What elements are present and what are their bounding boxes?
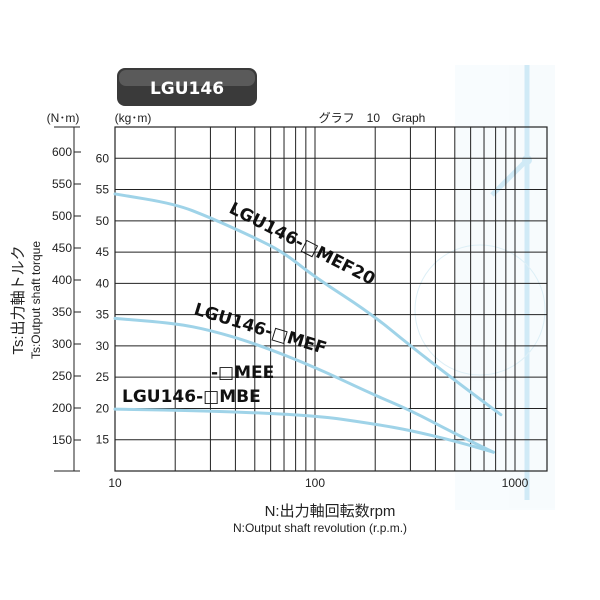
- y-tick-label-kgm: 25: [96, 370, 110, 384]
- y-axis-kgm: 15 20 25 30 35 40 45 50 55 60: [96, 151, 110, 446]
- y-tick-label-kgm: 35: [96, 308, 110, 322]
- curve-label-mef20: LGU146-□MEF20: [226, 199, 379, 290]
- y-tick-label-kgm: 15: [96, 433, 110, 447]
- y-tick-label-kgm: 45: [96, 245, 110, 259]
- y-tick-label-nm: 150: [52, 433, 72, 447]
- series-line-2: [113, 407, 495, 454]
- series-line-0: [113, 192, 503, 417]
- x-tick-label: 100: [305, 476, 325, 490]
- y-tick-label-kgm: 20: [96, 401, 110, 415]
- graph-caption: グラフ 10 Graph: [319, 111, 426, 125]
- curves: [113, 192, 503, 454]
- badge-label: LGU146: [150, 79, 224, 99]
- y-tick-label-nm: 300: [52, 337, 72, 351]
- y-tick-label-nm: 500: [52, 209, 72, 223]
- x-tick-label: 1000: [502, 476, 529, 490]
- y-unit-kgm: (kg･m): [115, 111, 152, 125]
- curve-label-mef: LGU146-□MEF: [192, 300, 329, 359]
- y-tick-label-nm: 200: [52, 401, 72, 415]
- y-tick-label-nm: 250: [52, 369, 72, 383]
- x-axis-title: N:出力軸回転数rpm: [265, 503, 396, 520]
- plot-frame: [114, 126, 548, 472]
- watermark-decoration: [414, 65, 555, 510]
- y-tick-label-kgm: 30: [96, 339, 110, 353]
- y-tick-label-nm: 550: [52, 177, 72, 191]
- y-axis-title-en: Ts:Output shaft torque: [29, 241, 43, 359]
- y-unit-nm: (N･m): [47, 111, 80, 125]
- curve-label-mbe: LGU146-□MBE: [122, 387, 261, 407]
- y-axis-nm: 150 200 250 300 350 400 450 500 550 600: [52, 126, 81, 472]
- x-axis: 10 100 1000: [108, 476, 528, 490]
- title-badge: LGU146: [117, 68, 257, 106]
- y-tick-label-kgm: 50: [96, 214, 110, 228]
- y-tick-label-kgm: 40: [96, 276, 110, 290]
- y-tick-label-nm: 450: [52, 241, 72, 255]
- y-tick-label-kgm: 60: [96, 151, 110, 165]
- x-tick-label: 10: [108, 476, 122, 490]
- series-line-1: [113, 316, 495, 454]
- x-axis-title-en: N:Output shaft revolution (r.p.m.): [233, 521, 407, 535]
- y-axis-title: Ts:出力軸トルク: [10, 245, 27, 354]
- y-tick-label-nm: 600: [52, 145, 72, 159]
- y-tick-label-kgm: 55: [96, 183, 110, 197]
- y-tick-label-nm: 350: [52, 305, 72, 319]
- y-tick-label-nm: 400: [52, 273, 72, 287]
- curve-label-mee: -□MEE: [211, 363, 274, 383]
